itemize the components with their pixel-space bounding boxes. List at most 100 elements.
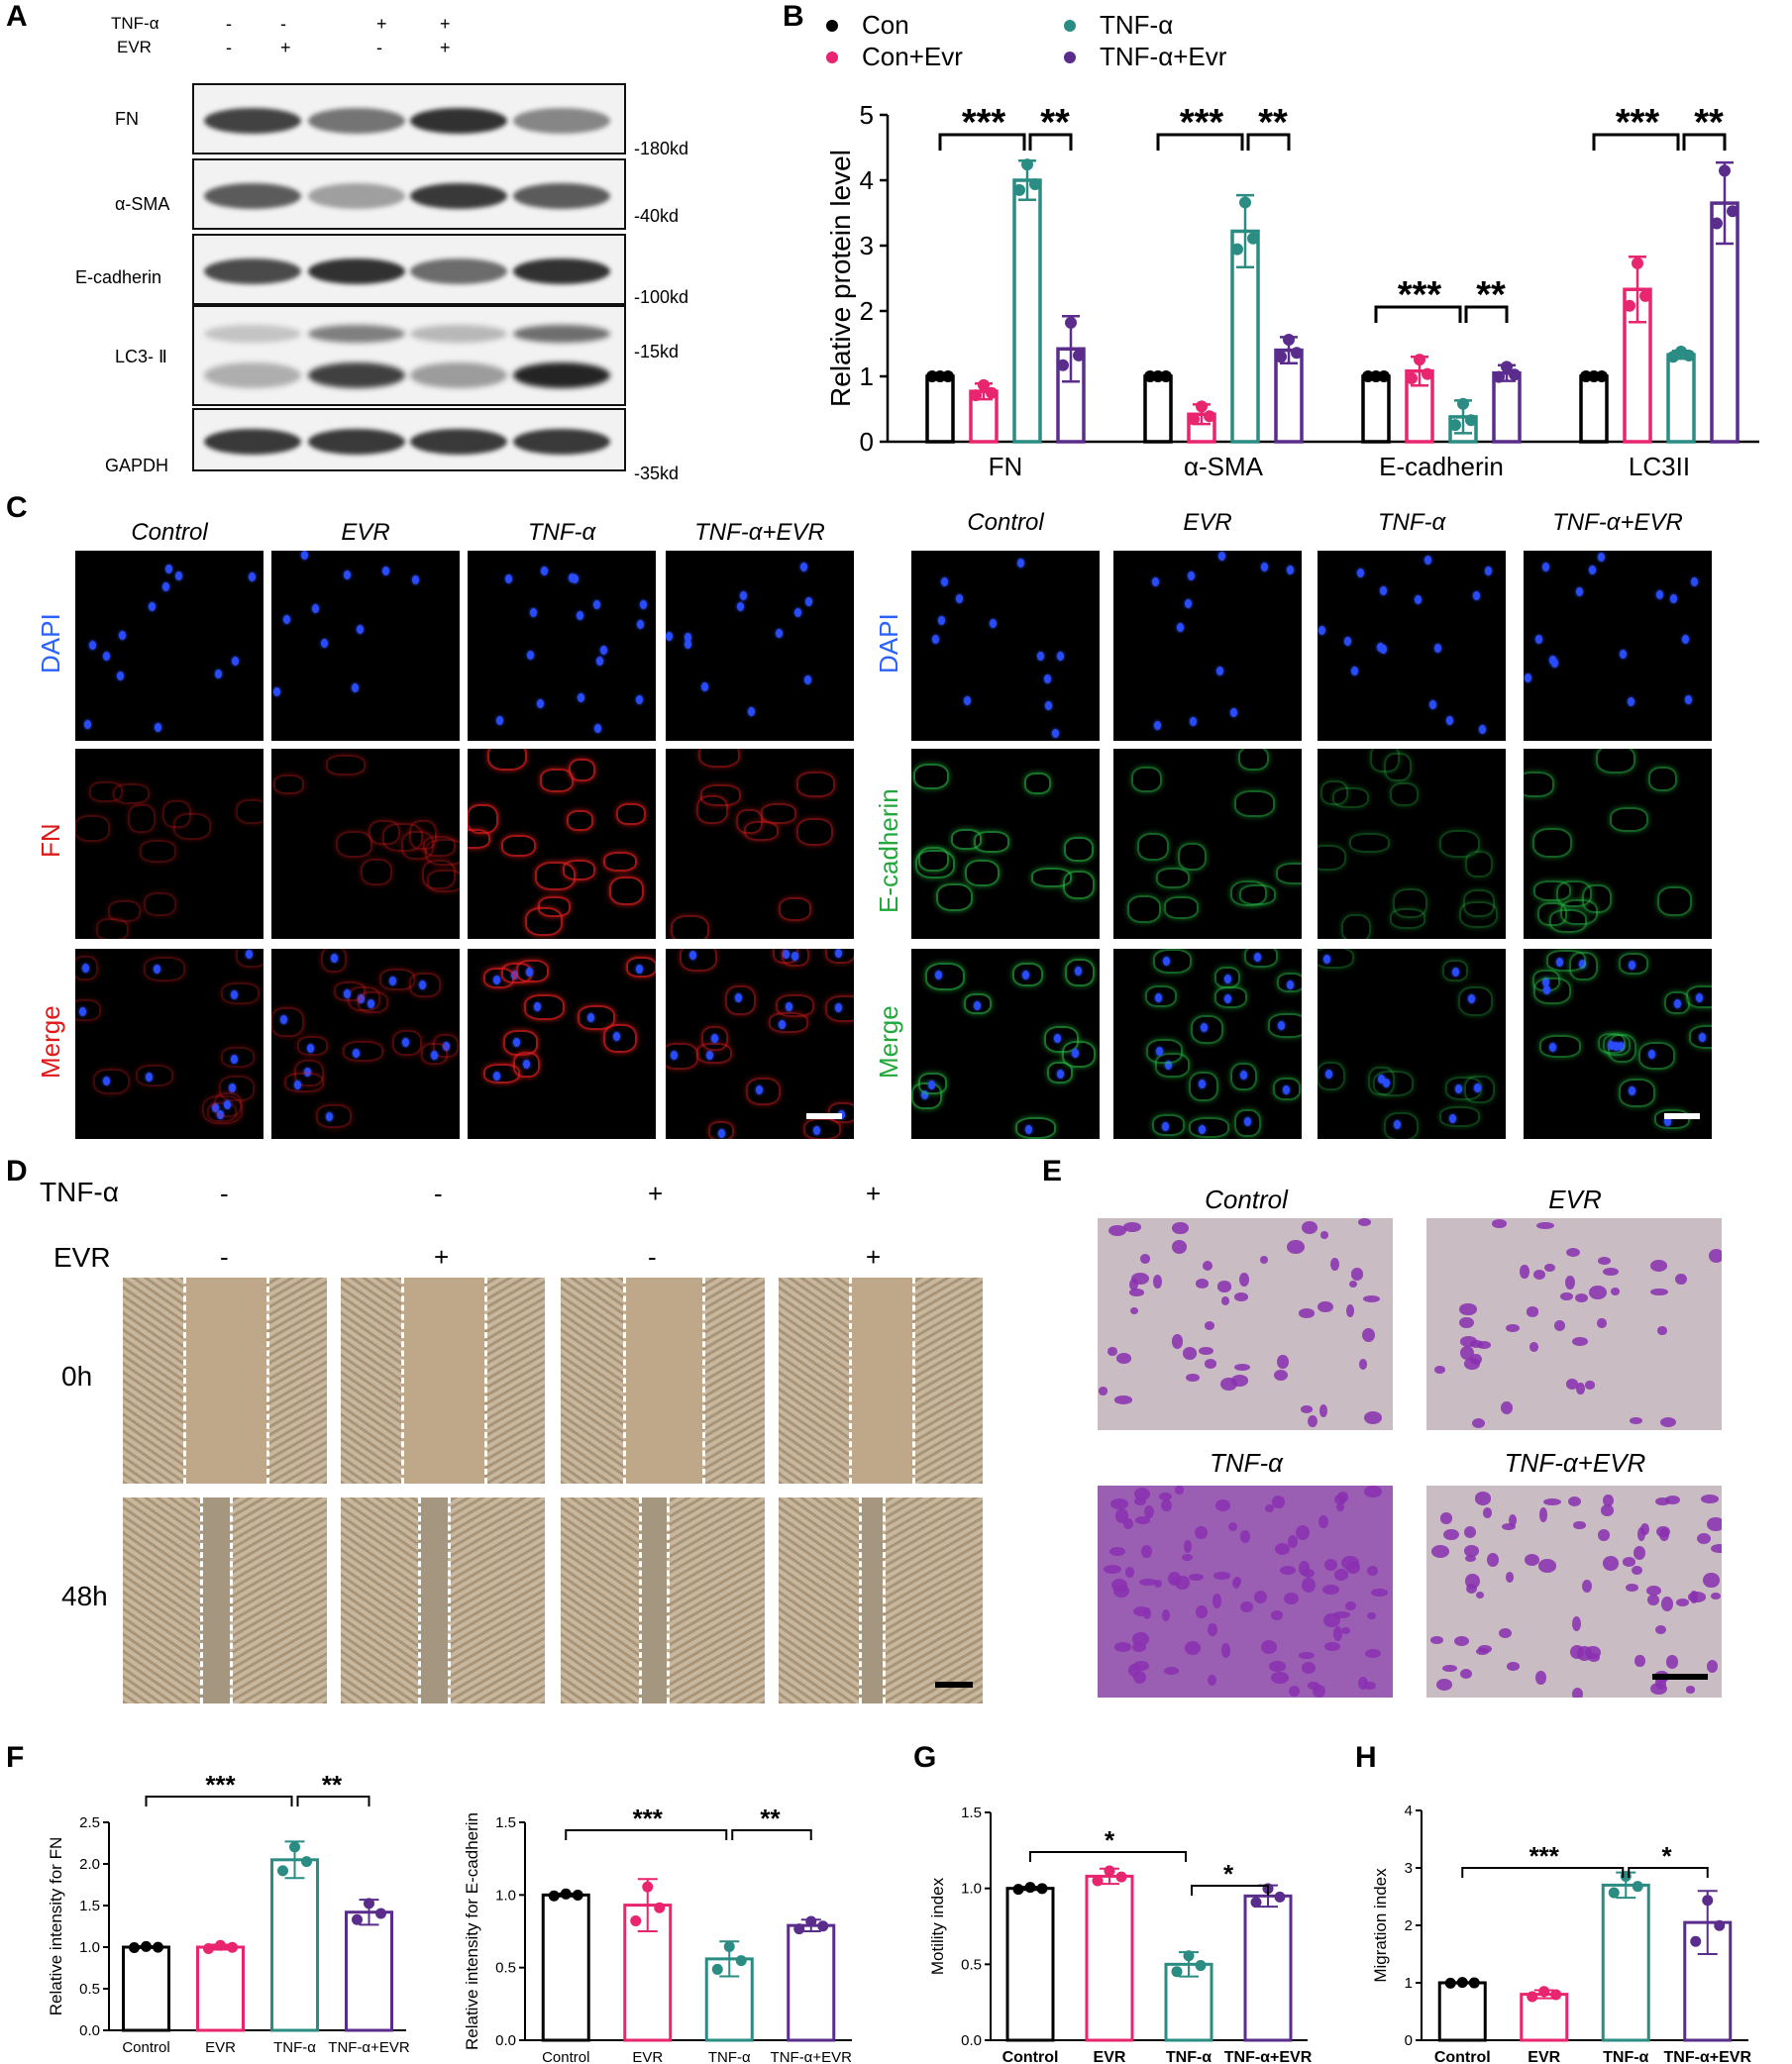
scratch-evr-sign: + bbox=[866, 1242, 882, 1272]
data-point bbox=[352, 1913, 363, 1925]
stained-cell bbox=[1507, 1661, 1521, 1671]
legend-label: TNF-α bbox=[1100, 10, 1173, 40]
cell-cytoplasm bbox=[1439, 1106, 1481, 1128]
cell-cytoplasm bbox=[236, 949, 264, 969]
micrograph bbox=[666, 749, 854, 939]
cell-cytoplasm bbox=[1537, 901, 1567, 927]
stained-cell bbox=[1313, 1684, 1326, 1698]
cell-nucleus bbox=[232, 657, 240, 667]
cell-cytoplasm bbox=[935, 882, 974, 912]
scratch-tnf-label: TNF-α bbox=[40, 1177, 119, 1207]
bar bbox=[1243, 1894, 1293, 2042]
blot-kd-label: -40kd bbox=[634, 206, 680, 226]
y-tick-label: 1.0 bbox=[79, 1939, 100, 1956]
stained-cell bbox=[1463, 1525, 1476, 1538]
cell-nucleus bbox=[1449, 1114, 1457, 1124]
cell-nucleus bbox=[1163, 957, 1171, 967]
significance-bracket bbox=[1374, 305, 1462, 323]
wound-edge-line bbox=[199, 1497, 203, 1703]
panel-letter-b: B bbox=[783, 0, 804, 33]
treatment-sign: + bbox=[376, 14, 387, 34]
cell-cytoplasm bbox=[779, 896, 811, 921]
cell-nucleus bbox=[636, 695, 644, 705]
cell-cytoplasm bbox=[516, 959, 549, 982]
stained-cell bbox=[1271, 1610, 1284, 1621]
cell-nucleus bbox=[165, 565, 173, 574]
stained-cell bbox=[1636, 1526, 1646, 1541]
cell-cytoplasm bbox=[1234, 1108, 1261, 1137]
cell-nucleus bbox=[541, 566, 549, 575]
stained-cell bbox=[1688, 1592, 1706, 1602]
significance-bracket bbox=[565, 1829, 728, 1840]
protein-band bbox=[204, 183, 301, 209]
stained-cell bbox=[1475, 1591, 1485, 1599]
wound-edge-line bbox=[882, 1497, 886, 1703]
cell-nucleus bbox=[1051, 729, 1059, 739]
micrograph bbox=[271, 949, 460, 1139]
cell-nucleus bbox=[1254, 953, 1262, 963]
cell-nucleus bbox=[231, 1054, 239, 1064]
stained-cell bbox=[1196, 1605, 1208, 1619]
bar bbox=[1666, 353, 1696, 444]
cell-nucleus bbox=[956, 594, 964, 604]
scratch-image bbox=[123, 1278, 327, 1484]
stained-cell bbox=[1492, 1219, 1507, 1229]
blot-strip bbox=[192, 83, 626, 155]
stained-cell bbox=[1472, 1417, 1486, 1428]
cell-cytoplasm bbox=[420, 1043, 449, 1066]
cell-cytoplasm bbox=[1131, 766, 1162, 792]
stained-cell bbox=[1132, 1605, 1150, 1616]
stained-cell bbox=[1259, 1255, 1269, 1265]
cell-cytoplasm bbox=[135, 1064, 173, 1087]
stained-cell bbox=[1543, 1263, 1555, 1273]
stained-cell bbox=[1113, 1642, 1132, 1652]
stained-cell bbox=[1171, 1240, 1187, 1254]
stained-cell bbox=[1460, 1345, 1475, 1361]
data-point bbox=[1183, 1950, 1195, 1962]
blot-protein-label: α-SMA bbox=[115, 194, 170, 214]
cell-nucleus bbox=[689, 951, 697, 961]
stained-cell bbox=[1649, 1259, 1668, 1272]
cell-nucleus bbox=[1542, 562, 1549, 571]
data-point bbox=[1029, 177, 1041, 190]
stained-cell bbox=[1533, 1270, 1545, 1281]
cell-cytoplasm bbox=[537, 896, 572, 918]
cell-nucleus bbox=[272, 686, 280, 696]
data-point bbox=[1509, 368, 1521, 381]
significance-stars: *** bbox=[1529, 1841, 1560, 1871]
data-point bbox=[654, 1902, 666, 1913]
stained-cell bbox=[1220, 1296, 1229, 1305]
x-tick-label: TNF-α bbox=[1603, 2049, 1648, 2064]
stained-cell bbox=[1234, 1292, 1248, 1301]
stained-cell bbox=[1141, 1545, 1153, 1559]
stained-cell bbox=[1454, 1635, 1469, 1646]
cell-cytoplasm bbox=[1441, 960, 1469, 981]
micrograph bbox=[666, 551, 854, 741]
data-point bbox=[1247, 232, 1259, 245]
cell-cytoplasm bbox=[925, 962, 965, 990]
cell-nucleus bbox=[800, 563, 808, 572]
cell-nucleus bbox=[1017, 558, 1025, 568]
cell-nucleus bbox=[990, 618, 998, 628]
bar bbox=[1012, 178, 1042, 444]
data-point bbox=[1239, 196, 1251, 209]
significance-stars: ** bbox=[760, 1804, 781, 1833]
stained-cell bbox=[1442, 1665, 1458, 1673]
protein-band bbox=[204, 429, 301, 455]
cell-nucleus bbox=[174, 571, 182, 581]
cell-nucleus bbox=[1278, 1021, 1286, 1031]
cell-nucleus bbox=[1434, 644, 1442, 654]
cell-nucleus bbox=[307, 1044, 315, 1054]
cell-nucleus bbox=[522, 1060, 530, 1070]
panel-letter-f: F bbox=[6, 1741, 25, 1774]
stained-cell bbox=[1506, 1572, 1515, 1583]
cell-cytoplasm bbox=[221, 1046, 255, 1069]
cell-nucleus bbox=[1165, 1060, 1173, 1070]
stained-cell bbox=[1469, 1340, 1484, 1348]
y-tick-label: 0.0 bbox=[79, 2022, 100, 2039]
cell-nucleus bbox=[1044, 673, 1052, 683]
x-tick-label: E-cadherin bbox=[1379, 452, 1504, 481]
stained-cell bbox=[1122, 1518, 1133, 1530]
cell-cytoplasm bbox=[482, 967, 515, 988]
cell-nucleus bbox=[1239, 1070, 1247, 1080]
